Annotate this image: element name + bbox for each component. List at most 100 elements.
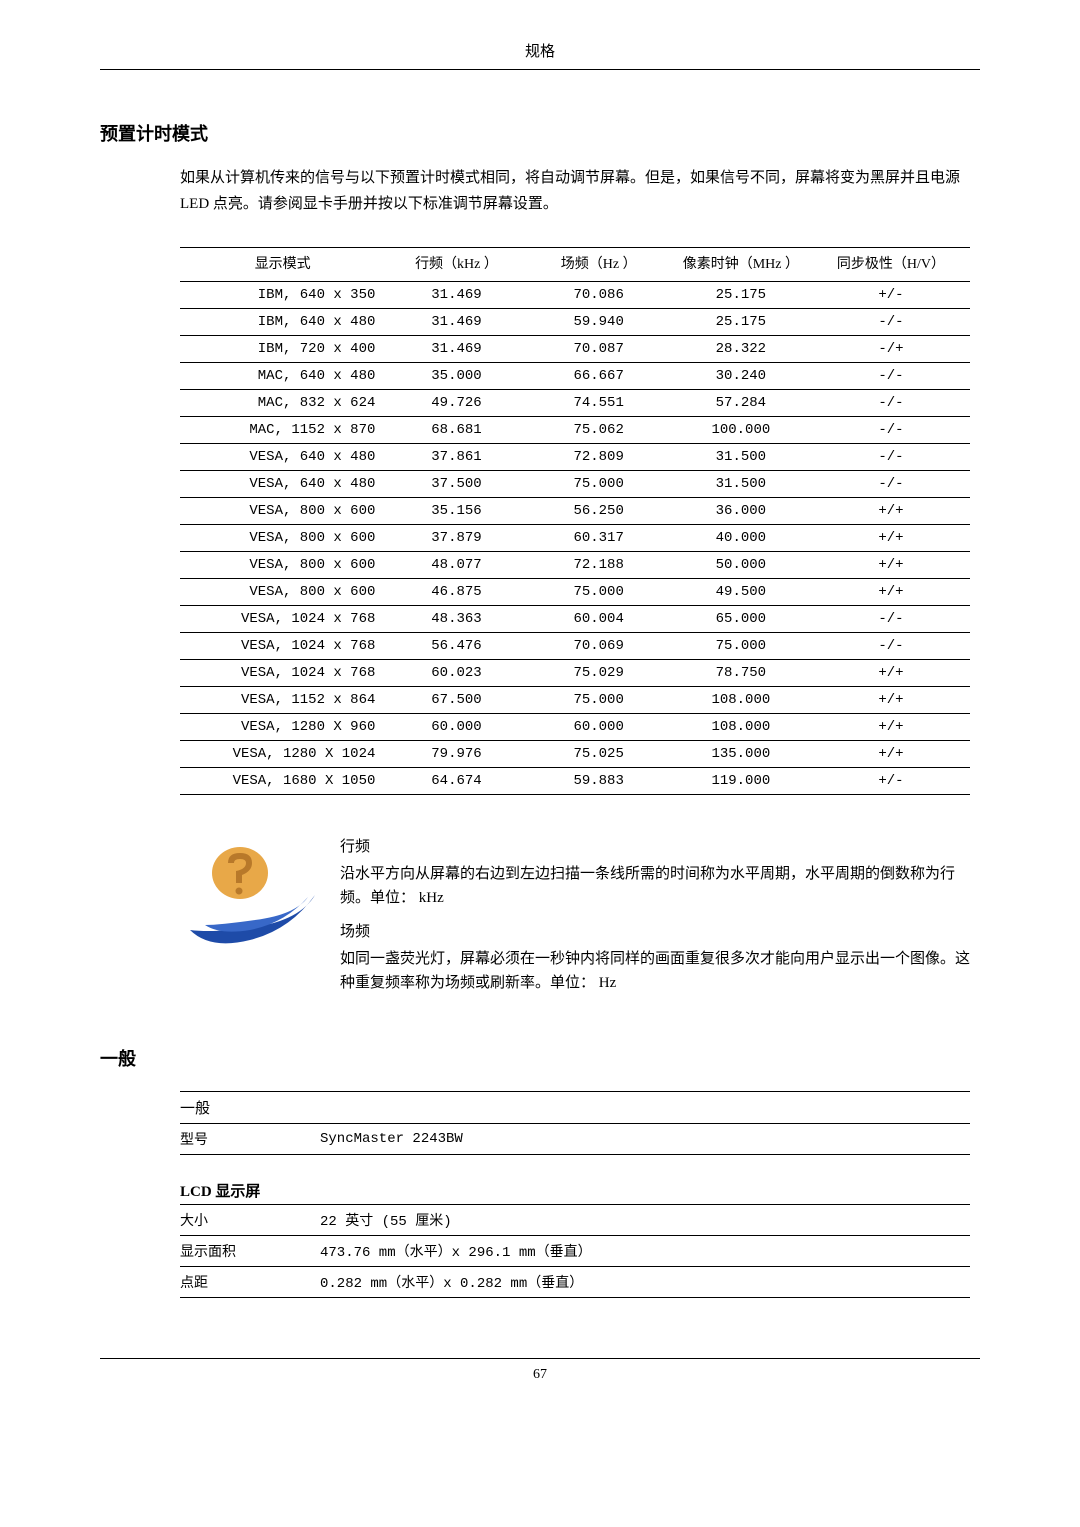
cell-px: 108.000 bbox=[670, 714, 812, 741]
section-title-timing: 预置计时模式 bbox=[100, 120, 980, 146]
cell-h: 31.469 bbox=[385, 336, 527, 363]
cell-px: 65.000 bbox=[670, 606, 812, 633]
vfreq-desc: 如同一盏荧光灯，屏幕必须在一秒钟内将同样的画面重复很多次才能向用户显示出一个图像… bbox=[340, 947, 980, 995]
lcd-subtitle: LCD 显示屏 bbox=[180, 1180, 980, 1201]
cell-h: 31.469 bbox=[385, 309, 527, 336]
cell-mode: IBM, 640 x 480 bbox=[180, 309, 385, 336]
general-spec-table: 一般 型号 SyncMaster 2243BW bbox=[180, 1091, 970, 1155]
spec-value: 22 英寸 (55 厘米) bbox=[320, 1205, 970, 1236]
spec-value: 0.282 mm（水平）x 0.282 mm（垂直） bbox=[320, 1267, 970, 1298]
cell-mode: MAC, 640 x 480 bbox=[180, 363, 385, 390]
cell-v: 72.809 bbox=[528, 444, 670, 471]
general-subheader: 一般 bbox=[180, 1092, 970, 1124]
cell-px: 100.000 bbox=[670, 417, 812, 444]
th-hfreq: 行频（kHz ） bbox=[385, 248, 527, 282]
table-row: MAC, 832 x 62449.72674.55157.284-/- bbox=[180, 390, 970, 417]
table-row: VESA, 640 x 48037.86172.80931.500-/- bbox=[180, 444, 970, 471]
model-value: SyncMaster 2243BW bbox=[320, 1124, 970, 1155]
cell-px: 135.000 bbox=[670, 741, 812, 768]
table-row: IBM, 640 x 48031.46959.94025.175-/- bbox=[180, 309, 970, 336]
cell-mode: MAC, 832 x 624 bbox=[180, 390, 385, 417]
cell-h: 60.023 bbox=[385, 660, 527, 687]
cell-mode: IBM, 720 x 400 bbox=[180, 336, 385, 363]
cell-px: 40.000 bbox=[670, 525, 812, 552]
cell-sync: -/- bbox=[812, 390, 970, 417]
cell-v: 56.250 bbox=[528, 498, 670, 525]
timing-header-row: 显示模式 行频（kHz ） 场频（Hz ） 像素时钟（MHz ） 同步极性（H/… bbox=[180, 248, 970, 282]
cell-v: 75.000 bbox=[528, 579, 670, 606]
cell-v: 75.025 bbox=[528, 741, 670, 768]
cell-sync: -/- bbox=[812, 606, 970, 633]
cell-mode: MAC, 1152 x 870 bbox=[180, 417, 385, 444]
table-row: VESA, 800 x 60037.87960.31740.000+/+ bbox=[180, 525, 970, 552]
cell-sync: -/- bbox=[812, 444, 970, 471]
cell-px: 36.000 bbox=[670, 498, 812, 525]
spec-label: 显示面积 bbox=[180, 1236, 320, 1267]
cell-h: 35.000 bbox=[385, 363, 527, 390]
info-block: 行频 沿水平方向从屏幕的右边到左边扫描一条线所需的时间称为水平周期，水平周期的倒… bbox=[180, 835, 980, 1005]
cell-mode: VESA, 800 x 600 bbox=[180, 498, 385, 525]
cell-h: 48.363 bbox=[385, 606, 527, 633]
cell-h: 46.875 bbox=[385, 579, 527, 606]
cell-px: 119.000 bbox=[670, 768, 812, 795]
cell-sync: -/- bbox=[812, 417, 970, 444]
hfreq-desc: 沿水平方向从屏幕的右边到左边扫描一条线所需的时间称为水平周期，水平周期的倒数称为… bbox=[340, 862, 980, 910]
cell-v: 70.087 bbox=[528, 336, 670, 363]
cell-mode: VESA, 1280 X 1024 bbox=[180, 741, 385, 768]
cell-px: 25.175 bbox=[670, 282, 812, 309]
cell-mode: VESA, 640 x 480 bbox=[180, 471, 385, 498]
cell-sync: +/- bbox=[812, 282, 970, 309]
cell-v: 75.029 bbox=[528, 660, 670, 687]
cell-px: 25.175 bbox=[670, 309, 812, 336]
cell-sync: +/+ bbox=[812, 525, 970, 552]
cell-mode: VESA, 1024 x 768 bbox=[180, 606, 385, 633]
cell-sync: +/+ bbox=[812, 660, 970, 687]
cell-sync: -/- bbox=[812, 471, 970, 498]
cell-mode: VESA, 800 x 600 bbox=[180, 552, 385, 579]
cell-v: 72.188 bbox=[528, 552, 670, 579]
table-row: VESA, 1024 x 76860.02375.02978.750+/+ bbox=[180, 660, 970, 687]
table-row: VESA, 1280 X 102479.97675.025135.000+/+ bbox=[180, 741, 970, 768]
cell-px: 108.000 bbox=[670, 687, 812, 714]
hfreq-label: 行频 bbox=[340, 835, 980, 859]
cell-v: 75.000 bbox=[528, 471, 670, 498]
spec-label: 点距 bbox=[180, 1267, 320, 1298]
cell-h: 49.726 bbox=[385, 390, 527, 417]
table-row: VESA, 800 x 60046.87575.00049.500+/+ bbox=[180, 579, 970, 606]
cell-v: 70.069 bbox=[528, 633, 670, 660]
cell-h: 48.077 bbox=[385, 552, 527, 579]
question-swoosh-icon bbox=[180, 835, 320, 965]
cell-h: 64.674 bbox=[385, 768, 527, 795]
table-row: 型号 SyncMaster 2243BW bbox=[180, 1124, 970, 1155]
lcd-spec-table: 大小22 英寸 (55 厘米)显示面积473.76 mm（水平）x 296.1 … bbox=[180, 1204, 970, 1298]
table-row: VESA, 640 x 48037.50075.00031.500-/- bbox=[180, 471, 970, 498]
cell-v: 60.317 bbox=[528, 525, 670, 552]
page-footer: 67 bbox=[100, 1358, 980, 1383]
table-row: VESA, 1280 X 96060.00060.000108.000+/+ bbox=[180, 714, 970, 741]
cell-px: 78.750 bbox=[670, 660, 812, 687]
cell-sync: -/- bbox=[812, 363, 970, 390]
cell-sync: +/+ bbox=[812, 687, 970, 714]
cell-mode: VESA, 800 x 600 bbox=[180, 579, 385, 606]
th-pixel: 像素时钟（MHz ） bbox=[670, 248, 812, 282]
cell-sync: +/+ bbox=[812, 498, 970, 525]
cell-h: 56.476 bbox=[385, 633, 527, 660]
cell-mode: VESA, 1680 X 1050 bbox=[180, 768, 385, 795]
table-row: IBM, 640 x 35031.46970.08625.175+/- bbox=[180, 282, 970, 309]
cell-v: 70.086 bbox=[528, 282, 670, 309]
table-row: MAC, 1152 x 87068.68175.062100.000-/- bbox=[180, 417, 970, 444]
cell-px: 50.000 bbox=[670, 552, 812, 579]
cell-px: 49.500 bbox=[670, 579, 812, 606]
section-title-general: 一般 bbox=[100, 1045, 980, 1071]
cell-px: 28.322 bbox=[670, 336, 812, 363]
cell-h: 37.879 bbox=[385, 525, 527, 552]
cell-h: 60.000 bbox=[385, 714, 527, 741]
timing-intro: 如果从计算机传来的信号与以下预置计时模式相同，将自动调节屏幕。但是，如果信号不同… bbox=[180, 166, 970, 217]
th-vfreq: 场频（Hz ） bbox=[528, 248, 670, 282]
table-row: VESA, 1024 x 76856.47670.06975.000-/- bbox=[180, 633, 970, 660]
cell-sync: +/+ bbox=[812, 552, 970, 579]
cell-mode: VESA, 800 x 600 bbox=[180, 525, 385, 552]
cell-v: 75.000 bbox=[528, 687, 670, 714]
table-row: VESA, 800 x 60048.07772.18850.000+/+ bbox=[180, 552, 970, 579]
cell-mode: VESA, 1152 x 864 bbox=[180, 687, 385, 714]
